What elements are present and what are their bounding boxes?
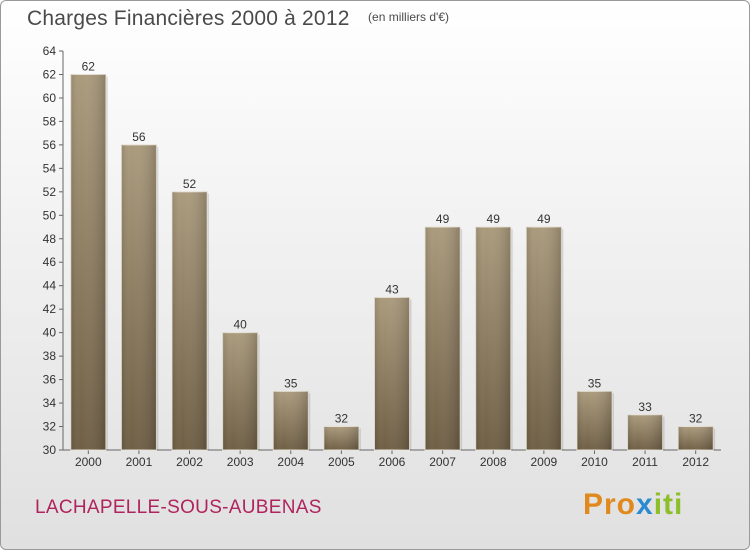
x-tick-label: 2001 bbox=[126, 455, 153, 469]
y-tick-label: 54 bbox=[43, 161, 57, 175]
bar-shading bbox=[678, 426, 714, 450]
chart-title: Charges Financières 2000 à 2012 (en mill… bbox=[27, 7, 449, 31]
data-label: 56 bbox=[132, 130, 146, 144]
bar-shading bbox=[627, 414, 663, 450]
bar-shading bbox=[121, 144, 157, 450]
logo-part-1: Pro bbox=[583, 488, 637, 521]
unit-note: (en milliers d'€) bbox=[368, 10, 450, 24]
bar-shading bbox=[374, 297, 410, 450]
bar-shading bbox=[172, 191, 208, 450]
x-tick-label: 2002 bbox=[176, 455, 203, 469]
y-tick-label: 52 bbox=[43, 185, 57, 199]
bar-shading bbox=[425, 227, 461, 450]
x-tick-label: 2006 bbox=[379, 455, 406, 469]
x-tick-label: 2004 bbox=[277, 455, 304, 469]
bar-shading bbox=[273, 391, 309, 450]
bar-shading bbox=[70, 74, 106, 451]
x-tick-label: 2009 bbox=[530, 455, 557, 469]
x-tick-label: 2005 bbox=[328, 455, 355, 469]
title-text: Charges Financières 2000 à 2012 bbox=[27, 7, 350, 30]
y-tick-label: 48 bbox=[43, 232, 57, 246]
data-label: 49 bbox=[537, 212, 551, 226]
y-tick-label: 34 bbox=[43, 396, 57, 410]
data-label: 33 bbox=[638, 400, 652, 414]
commune-name: LACHAPELLE-SOUS-AUBENAS bbox=[35, 497, 322, 518]
bar-shading bbox=[323, 426, 359, 450]
data-label: 49 bbox=[487, 212, 501, 226]
data-label: 49 bbox=[436, 212, 450, 226]
data-label: 62 bbox=[82, 59, 96, 73]
y-tick-label: 50 bbox=[43, 208, 57, 222]
y-tick-label: 58 bbox=[43, 114, 57, 128]
y-tick-label: 62 bbox=[43, 67, 57, 81]
labels-group: 2000 62 2001 56 2002 52 2003 40 2004 35 2005 32 2006… bbox=[75, 59, 709, 469]
data-label: 35 bbox=[588, 376, 602, 390]
bar-shading bbox=[475, 227, 511, 450]
bars-group bbox=[70, 73, 716, 451]
data-label: 40 bbox=[233, 318, 247, 332]
data-label: 32 bbox=[335, 412, 349, 426]
logo-part-3: iti bbox=[653, 488, 684, 521]
data-label: 52 bbox=[183, 177, 197, 191]
y-tick-label: 40 bbox=[43, 326, 57, 340]
data-label: 43 bbox=[385, 282, 399, 296]
bar-shading bbox=[222, 332, 258, 450]
y-tick-label: 44 bbox=[43, 279, 57, 293]
data-label: 35 bbox=[284, 376, 298, 390]
y-tick-label: 36 bbox=[43, 373, 57, 387]
y-tick-label: 56 bbox=[43, 138, 57, 152]
proxiti-logo: Proxiti bbox=[583, 488, 683, 522]
y-tick-label: 60 bbox=[43, 91, 57, 105]
x-tick-label: 2011 bbox=[632, 455, 658, 469]
bar-shading bbox=[576, 391, 612, 450]
data-label: 32 bbox=[689, 412, 703, 426]
x-tick-label: 2012 bbox=[682, 455, 709, 469]
y-tick-label: 42 bbox=[43, 302, 57, 316]
x-tick-label: 2010 bbox=[581, 455, 608, 469]
y-tick-label: 38 bbox=[43, 349, 57, 363]
y-tick-label: 32 bbox=[43, 420, 57, 434]
x-tick-label: 2008 bbox=[480, 455, 507, 469]
bar-shading bbox=[526, 227, 562, 450]
x-tick-label: 2000 bbox=[75, 455, 102, 469]
logo-part-2: x bbox=[636, 488, 654, 521]
x-tick-label: 2007 bbox=[429, 455, 456, 469]
y-tick-label: 46 bbox=[43, 255, 57, 269]
y-tick-label: 64 bbox=[43, 44, 57, 58]
y-tick-label: 30 bbox=[43, 443, 57, 457]
x-tick-label: 2003 bbox=[227, 455, 254, 469]
